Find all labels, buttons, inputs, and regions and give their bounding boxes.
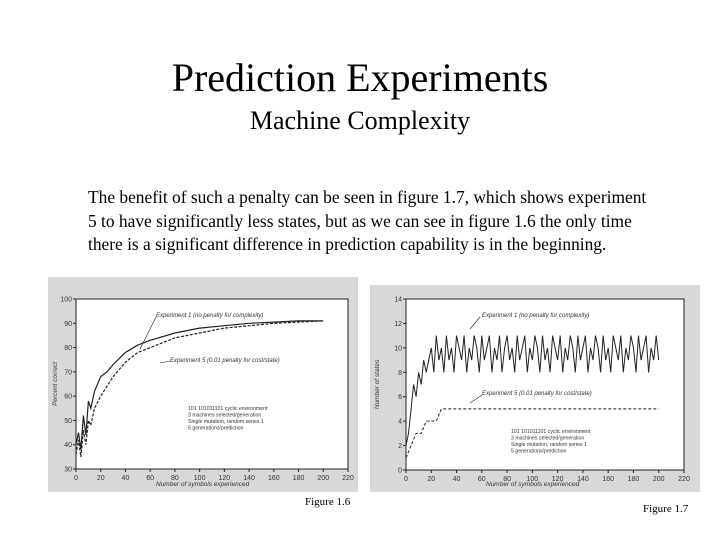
x-tick-label: 100 [527,476,539,483]
y-tick-label: 50 [64,418,72,425]
x-tick-label: 80 [171,475,179,482]
x-tick-label: 0 [404,476,408,483]
x-tick-label: 100 [194,475,206,482]
annotation-line: Single mutation, random series 1 [188,419,264,425]
annotation-line: 101 101011101 cyclic environment [511,429,591,435]
y-axis-label: Number of states [374,359,381,409]
y-tick-label: 100 [60,297,72,304]
series-label-1: Experiment 1 (no penalty for complexity) [156,313,263,319]
series-label-leader-1 [139,316,157,350]
y-tick-label: 12 [394,321,402,328]
x-tick-label: 60 [478,476,486,483]
y-tick-label: 8 [398,370,402,377]
x-tick-label: 40 [122,475,130,482]
x-tick-label: 120 [219,475,231,482]
slide-title: Prediction Experiments [171,55,549,100]
y-tick-label: 14 [394,297,402,304]
figure-1-7-caption: Figure 1.7 [643,503,689,515]
y-tick-label: 30 [64,467,72,474]
y-tick-label: 80 [64,345,72,352]
x-tick-label: 40 [453,476,461,483]
x-tick-label: 80 [503,476,511,483]
series-label-1: Experiment 1 (no penalty for complexity) [482,313,589,319]
x-axis-label: Number of symbols experienced [156,481,250,488]
annotation-line: 3 machines selected/generation [511,436,584,442]
x-tick-label: 0 [74,475,78,482]
x-tick-label: 60 [146,475,154,482]
series-label-leader-2 [159,360,171,364]
x-tick-label: 140 [243,475,255,482]
annotation-line: 5 generations/prediction [511,449,566,455]
series-line-1 [405,335,660,446]
annotation-line: Single mutation, random series 1 [511,442,587,448]
x-tick-label: 20 [427,476,435,483]
x-tick-label: 200 [653,476,665,483]
y-tick-label: 2 [398,443,402,450]
x-tick-label: 20 [97,475,105,482]
y-tick-label: 40 [64,442,72,449]
x-tick-label: 200 [317,475,329,482]
x-tick-label: 140 [577,476,589,483]
y-tick-label: 0 [398,468,402,475]
y-tick-label: 60 [64,394,72,401]
plot-frame [405,298,685,471]
x-tick-label: 180 [628,476,640,483]
x-tick-label: 160 [602,476,614,483]
x-tick-label: 120 [552,476,564,483]
x-axis-label: Number of symbols experienced [486,481,580,488]
plot-frame [75,298,349,470]
figure-1-6-chart: 0 20 40 60 80 100 120 140 160 180 200 220 30 40 50 60 70… [48,277,358,492]
y-tick-label: 10 [394,345,402,352]
figure-1-7: 0 20 40 60 80 100 120 140 160 180 200 220 0 2 4 6 8 10 12 1… [370,285,700,492]
figure-1-6: 0 20 40 60 80 100 120 140 160 180 200 220 30 40 50 60 70… [48,277,358,492]
x-tick-label: 220 [678,476,690,483]
y-tick-label: 4 [398,419,402,426]
slide-subtitle: Machine Complexity [249,106,471,135]
series-label-2: Experiment 5 (0.01 penalty for cost/stat… [170,358,280,364]
series-label-leader-1 [469,316,481,330]
x-tick-label: 180 [293,475,305,482]
figure-1-7-chart: 0 20 40 60 80 100 120 140 160 180 200 220 0 2 4 6 8 10 12 1… [370,285,700,492]
series-line-1 [75,320,324,450]
y-tick-label: 90 [64,321,72,328]
figure-1-6-caption: Figure 1.6 [305,496,351,508]
x-tick-label: 220 [342,475,354,482]
series-line-2 [75,320,324,457]
y-tick-label: 70 [64,369,72,376]
annotation-line: 3 machines selected/generation [188,413,261,419]
annotation-line: 101 101011101 cyclic environment [188,406,268,412]
y-tick-label: 6 [398,394,402,401]
slide-body-text: The benefit of such a penalty can be see… [88,187,647,254]
series-label-2: Experiment 5 (0.01 penalty for cost/stat… [482,391,592,397]
y-axis-label: Percent correct [52,361,59,406]
series-label-leader-2 [469,394,483,404]
annotation-line: 5 generations/prediction [188,426,243,432]
series-line-2 [405,408,659,458]
x-tick-label: 160 [268,475,280,482]
